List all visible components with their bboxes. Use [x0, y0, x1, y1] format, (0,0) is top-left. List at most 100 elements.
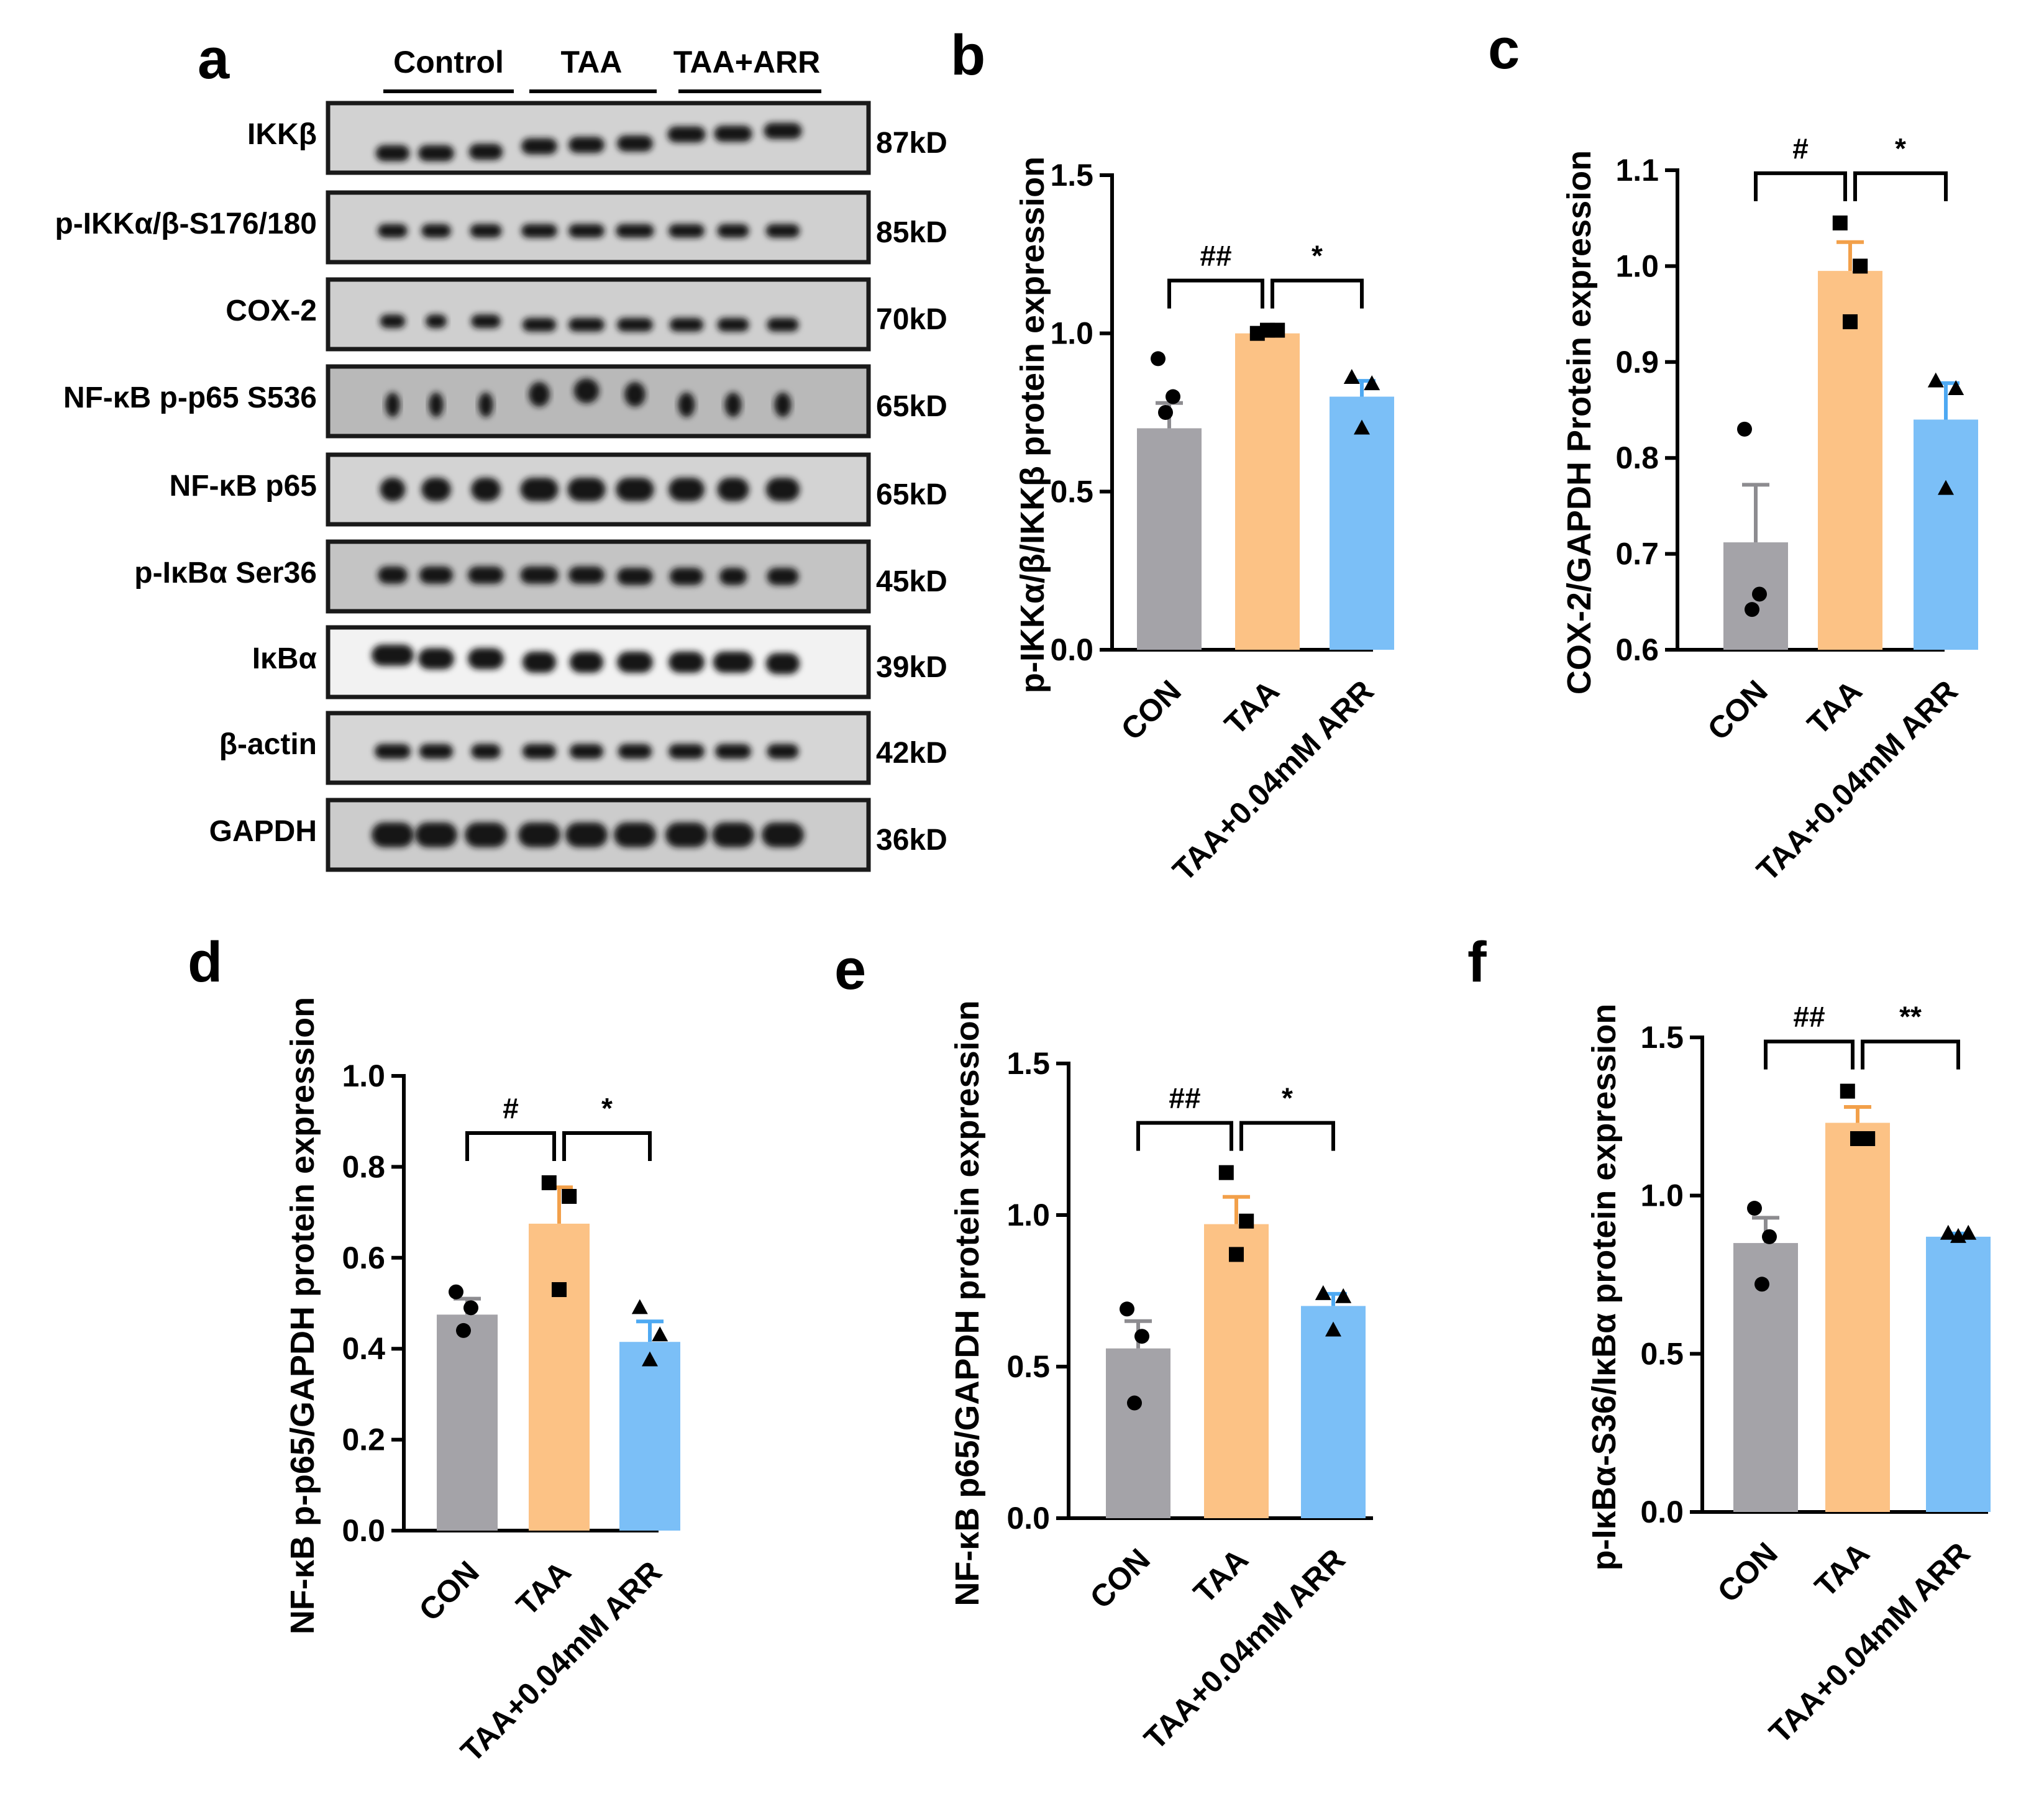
blot-group-taa-arr: TAA+ARR	[673, 45, 821, 80]
blot-band	[762, 822, 804, 847]
blot-row-kd-ikk: 87kD	[876, 127, 947, 160]
blot-band	[668, 224, 705, 238]
data-point	[1151, 351, 1166, 366]
data-point	[1745, 602, 1759, 617]
blot-band	[375, 145, 410, 162]
bar-taa-0-04mm-arr	[1301, 1306, 1366, 1518]
blot-band	[521, 138, 557, 155]
blot-row-label-ikk: IKKβ	[247, 118, 317, 151]
chart-f: 0.0 0.5 1.0 1.5 p-IκBα-S36/IκBα protein expr…	[1585, 1001, 1991, 1750]
panel-letter-e: e	[834, 938, 866, 1001]
blot-band	[522, 744, 557, 759]
y-tick-label: 1.5	[1640, 1020, 1684, 1055]
significance-label: ##	[1793, 1001, 1825, 1033]
significance-label: *	[1282, 1082, 1293, 1114]
blot-band	[765, 653, 800, 675]
y-tick-label: 0.6	[342, 1241, 385, 1275]
blot-band	[529, 381, 550, 407]
blot-band	[521, 224, 557, 238]
data-point	[1134, 1329, 1149, 1344]
y-tick-label: 1.0	[1006, 1198, 1050, 1232]
chart-c: 0.6 0.7 0.8 0.9 1.0 1.1 COX-2/GAPDH Protein ex…	[1561, 132, 1978, 888]
blot-band	[568, 566, 605, 584]
significance-label: #	[503, 1092, 519, 1124]
blot-band	[569, 744, 604, 759]
blot-band	[372, 822, 414, 847]
blot-band	[714, 125, 752, 142]
blot-band	[767, 744, 799, 759]
blot-band	[573, 378, 600, 404]
y-tick-label: 0.4	[342, 1331, 385, 1366]
significance-bracket	[1861, 1039, 1960, 1070]
x-tick-label-con: CON	[1084, 1542, 1157, 1615]
blot-band	[421, 478, 451, 501]
x-tick-label-con: CON	[413, 1554, 486, 1628]
blot-band	[568, 224, 605, 238]
data-point	[552, 1282, 567, 1298]
blot-band	[614, 822, 656, 847]
significance-bracket	[1754, 171, 1847, 201]
data-point	[631, 1299, 648, 1314]
blot-band	[418, 145, 454, 162]
significance-bracket	[1239, 1121, 1335, 1151]
blot-band	[712, 822, 754, 847]
blot-row-label-actin: β-actin	[219, 728, 317, 761]
blot-band	[668, 652, 705, 673]
panel-letter-c: c	[1488, 17, 1520, 81]
significance-bracket	[1136, 1121, 1233, 1151]
blot-band	[468, 566, 504, 584]
data-point	[642, 1351, 658, 1367]
x-tick-label-con: CON	[1701, 673, 1774, 747]
blot-band	[717, 224, 749, 238]
blot-row-label-p-ikk-s176-180: p-IKKα/β-S176/180	[55, 207, 317, 240]
significance-label: *	[1312, 240, 1323, 272]
significance-label: #	[1792, 132, 1809, 165]
bar-taa-0-04mm-arr	[1926, 1236, 1991, 1512]
x-tick-label-taa: TAA	[1800, 673, 1869, 742]
data-point	[1166, 389, 1180, 404]
chart-b: 0.0 0.5 1.0 1.5p-IKKα/β/IKKβ protein expres…	[1014, 157, 1394, 888]
significance-label: *	[1895, 132, 1906, 165]
blot-band	[668, 478, 705, 501]
blot-band	[415, 822, 457, 847]
blot-band	[665, 822, 708, 847]
y-tick-label: 0.0	[1640, 1495, 1684, 1529]
data-point	[562, 1188, 577, 1204]
data-point	[1940, 1224, 1956, 1240]
bar-taa	[1818, 271, 1882, 650]
blot-band	[470, 224, 502, 238]
blot-band	[767, 568, 799, 585]
y-axis-title: COX-2/GAPDH Protein expression	[1561, 150, 1598, 694]
data-point	[1752, 586, 1767, 602]
significance-label: **	[1899, 1001, 1922, 1033]
blot-band	[520, 478, 559, 501]
data-point	[1315, 1285, 1331, 1300]
y-axis-title: p-IκBα-S36/IκBα protein expression	[1585, 1004, 1623, 1571]
x-tick-label-taa: TAA	[1218, 673, 1286, 742]
blot-band	[715, 744, 751, 759]
x-tick-label-taa: TAA	[1808, 1536, 1876, 1604]
blot-band	[624, 381, 646, 407]
data-point	[1853, 258, 1868, 274]
panel-letter-d: d	[188, 931, 222, 994]
blot-band	[421, 224, 451, 238]
panel-letter-a: a	[198, 27, 230, 91]
y-tick-label: 0.5	[1640, 1336, 1684, 1371]
y-tick-label: 1.5	[1050, 158, 1093, 193]
bar-taa-0-04mm-arr	[1330, 396, 1394, 650]
blot-band	[418, 648, 454, 670]
blot-row-kd-i-b: 39kD	[876, 651, 947, 684]
panel-letter-b: b	[951, 24, 985, 87]
y-tick-label: 0.0	[1006, 1501, 1050, 1536]
blot-band	[378, 224, 408, 238]
blot-band	[565, 822, 608, 847]
blot-band	[471, 314, 501, 329]
blot-row-label-p-i-b-ser36: p-IκBα Ser36	[134, 557, 317, 590]
y-tick-label: 0.0	[342, 1513, 385, 1548]
blot-membrane-cox-2	[326, 277, 871, 352]
blot-band	[380, 478, 406, 501]
data-point	[1832, 215, 1848, 230]
blot-band	[429, 392, 444, 417]
y-tick-label: 0.5	[1050, 474, 1093, 509]
bar-taa	[1204, 1224, 1269, 1518]
